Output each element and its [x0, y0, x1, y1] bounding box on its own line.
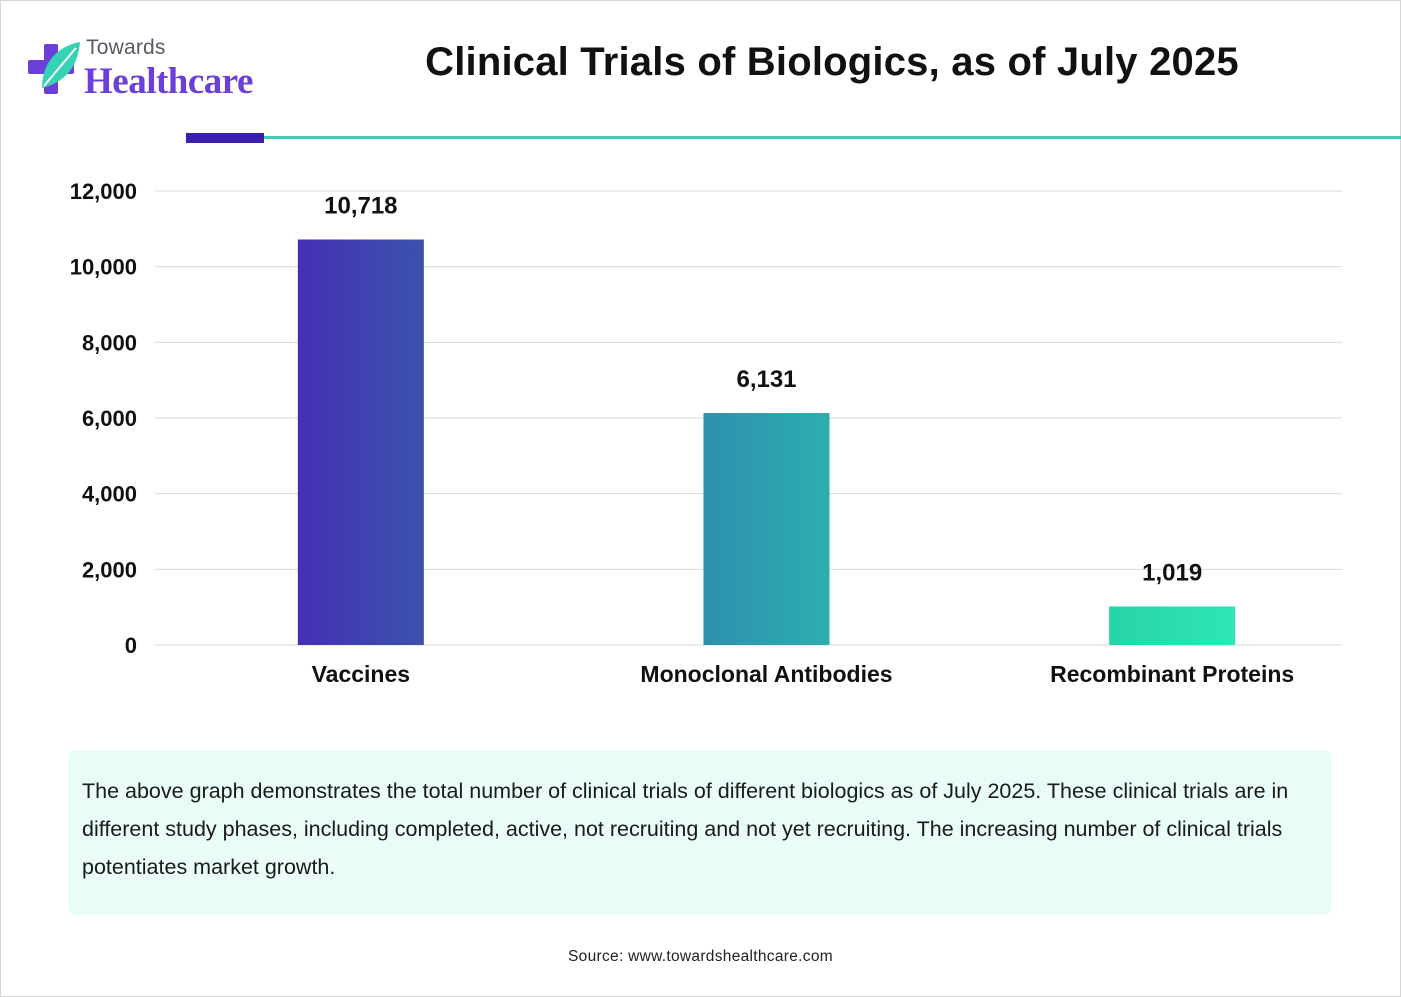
bar-monoclonal-antibodies [703, 413, 830, 645]
data-labels: 10,718 6,131 1,019 [324, 193, 1202, 587]
data-label: 6,131 [736, 366, 796, 393]
bar-vaccines [297, 239, 424, 646]
bars [297, 239, 1236, 646]
title-rule-line [264, 136, 1401, 139]
y-tick-label: 4,000 [82, 482, 137, 507]
y-tick-label: 0 [125, 633, 137, 658]
x-axis-categories: Vaccines Monoclonal Antibodies Recombinant… [312, 661, 1295, 687]
brand-name-bottom: Healthcare [84, 61, 253, 102]
bar-recombinant-proteins [1109, 606, 1236, 645]
y-tick-label: 2,000 [82, 557, 137, 582]
source-text: Source: www.towardshealthcare.com [568, 948, 833, 965]
x-category-label: Vaccines [312, 661, 410, 687]
y-axis-ticks: 0 2,000 4,000 6,000 8,000 10,000 12,000 [70, 179, 137, 658]
brand-logo: Towards Healthcare [28, 36, 268, 106]
data-label: 10,718 [324, 193, 397, 220]
y-tick-label: 10,000 [70, 255, 137, 280]
x-category-label: Recombinant Proteins [1050, 661, 1294, 687]
y-tick-label: 12,000 [70, 179, 137, 204]
cross-leaf-icon [28, 42, 80, 94]
data-label: 1,019 [1142, 559, 1202, 586]
chart-title: Clinical Trials of Biologics, as of July… [425, 40, 1239, 84]
bar-chart: 0 2,000 4,000 6,000 8,000 10,000 12,000 10,718… [70, 179, 1342, 687]
y-tick-label: 8,000 [82, 330, 137, 355]
y-tick-label: 6,000 [82, 406, 137, 431]
x-category-label: Monoclonal Antibodies [640, 661, 892, 687]
brand-name-top: Towards [86, 36, 166, 59]
description-text: The above graph demonstrates the total n… [82, 779, 1289, 879]
description-box: The above graph demonstrates the total n… [68, 750, 1332, 915]
title-rule-accent [186, 133, 264, 143]
